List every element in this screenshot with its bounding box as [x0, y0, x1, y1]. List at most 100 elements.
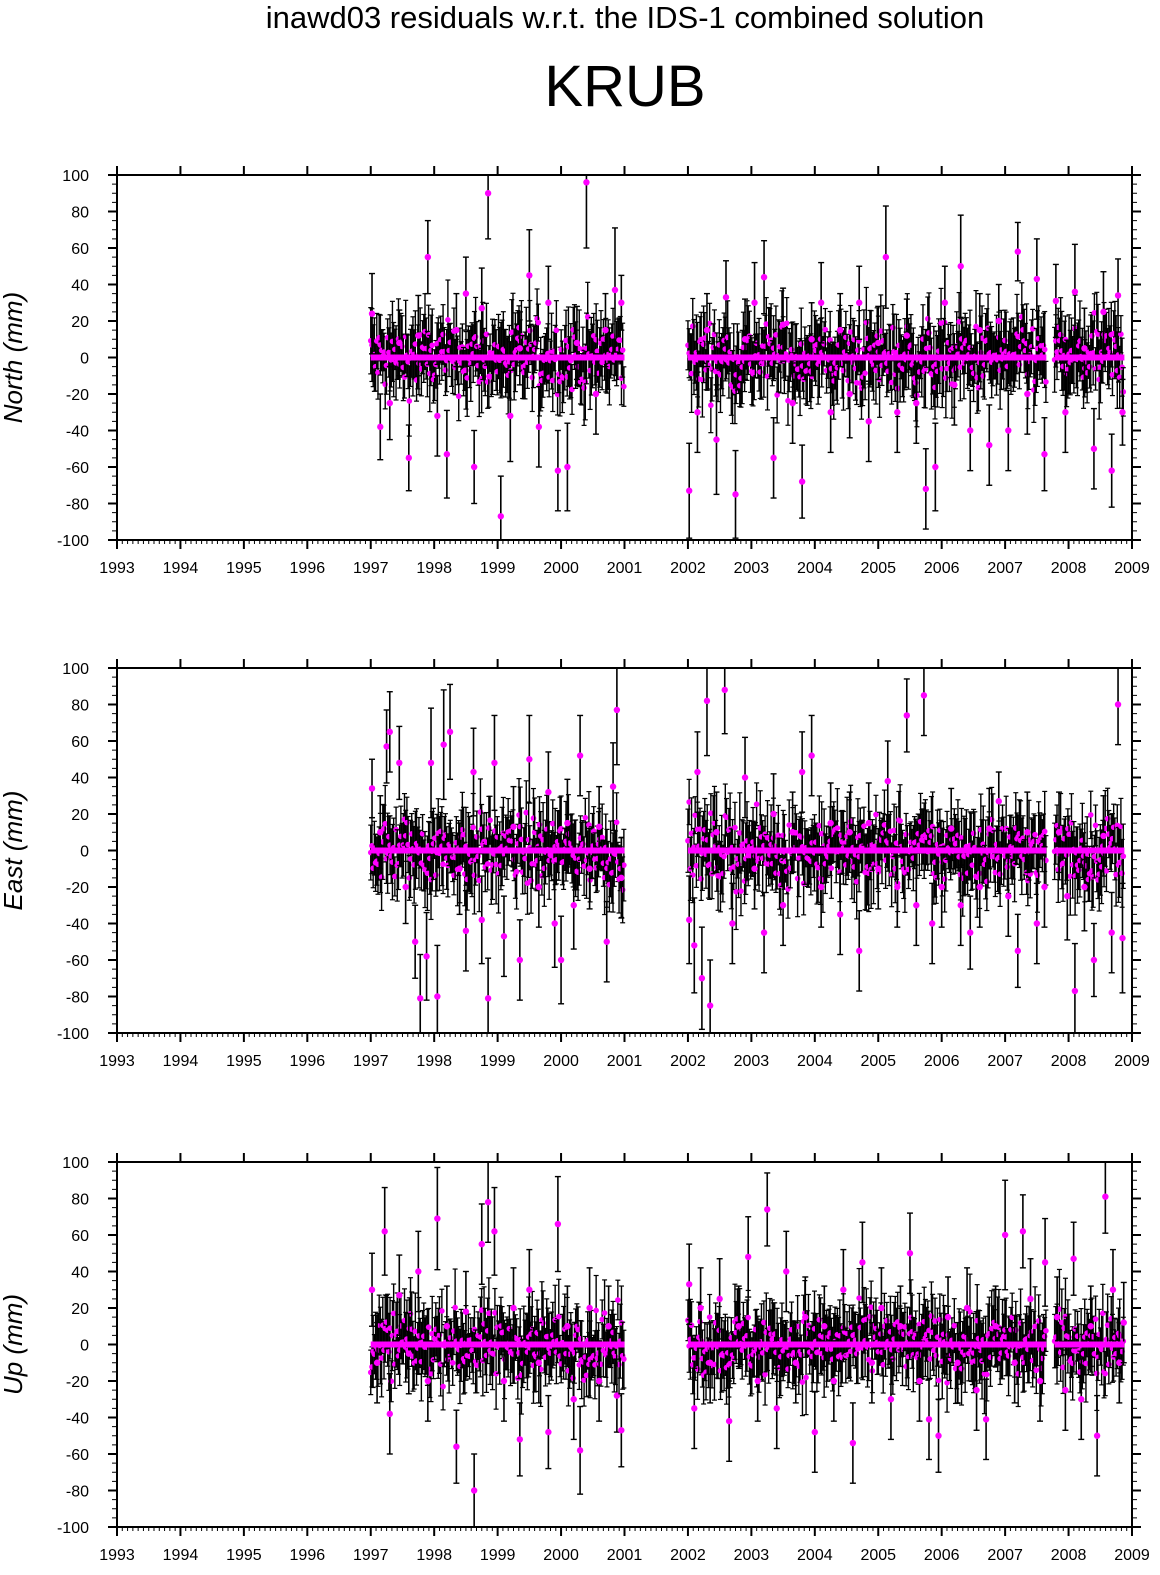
data-point [1114, 292, 1122, 299]
data-point [1118, 331, 1124, 338]
data-point [621, 383, 627, 390]
data-point [698, 875, 704, 882]
data-point [995, 317, 1002, 325]
x-tick-label: 1993 [99, 1053, 135, 1070]
data-point [1054, 349, 1060, 355]
data-point [862, 370, 868, 376]
data-point [841, 840, 848, 846]
x-tick-label: 2004 [797, 560, 833, 577]
data-point [741, 336, 749, 343]
data-point [928, 833, 935, 839]
data-point [549, 820, 556, 827]
data-point [1119, 409, 1126, 416]
data-point [890, 324, 896, 331]
x-tick-label: 1993 [99, 560, 135, 577]
x-tick-label: 1994 [163, 560, 199, 577]
data-point [405, 454, 413, 462]
y-tick-label: -80 [66, 497, 89, 514]
data-point [694, 409, 701, 416]
y-tick-label: 80 [71, 205, 89, 222]
data-point [582, 814, 589, 821]
data-point [905, 866, 912, 873]
x-tick-label: 2002 [670, 1053, 706, 1070]
y-tick-label: 100 [62, 168, 89, 185]
y-tick-label: -20 [66, 387, 89, 404]
data-point [424, 870, 431, 877]
x-tick-label: 1995 [226, 560, 262, 577]
data-point [941, 876, 948, 882]
data-layer [367, 175, 1127, 540]
data-point [527, 327, 533, 334]
data-point [430, 841, 437, 847]
data-point [581, 863, 587, 869]
x-tick-label: 1994 [163, 1053, 199, 1070]
data-point [944, 365, 950, 372]
y-tick-label: 80 [71, 698, 89, 715]
data-point [798, 478, 806, 485]
data-point [788, 346, 795, 353]
data-point [1002, 337, 1008, 344]
data-point [760, 274, 768, 281]
data-point [406, 398, 413, 404]
x-tick-label: 2000 [543, 1053, 579, 1070]
data-point [808, 336, 815, 343]
data-point [459, 826, 466, 833]
data-point [523, 809, 530, 816]
data-point [785, 397, 791, 404]
data-point [798, 341, 805, 347]
data-point [558, 346, 564, 353]
data-point [493, 861, 499, 868]
y-tick-label: 20 [71, 807, 89, 824]
x-tick-label: 2007 [987, 560, 1023, 577]
data-point [967, 427, 974, 434]
x-tick-label: 1999 [480, 1053, 516, 1070]
data-point [392, 873, 398, 880]
y-tick-label: -60 [66, 953, 89, 970]
data-point [470, 463, 478, 471]
data-point [821, 341, 827, 347]
data-point [894, 409, 901, 416]
x-tick-label: 1995 [226, 1053, 262, 1070]
data-point [893, 840, 900, 846]
data-point [757, 369, 764, 375]
data-point [1043, 379, 1049, 385]
data-point [531, 829, 538, 836]
data-point [874, 333, 880, 339]
data-point [877, 328, 884, 334]
data-point [507, 412, 514, 420]
data-point [1086, 363, 1093, 370]
data-point [460, 831, 467, 838]
x-tick-label: 2008 [1051, 1053, 1087, 1070]
data-point [882, 253, 890, 261]
data-point [381, 349, 387, 355]
data-point [382, 381, 389, 388]
data-point [973, 323, 979, 330]
panel-east: 1993 1994 1995 1996 1997 1998 1999 2000 2001 2002… [0, 659, 1150, 1070]
data-point [853, 878, 860, 885]
data-point [382, 820, 389, 827]
x-tick-label: 2004 [797, 1053, 833, 1070]
data-point [1071, 288, 1079, 295]
data-point [429, 342, 436, 349]
data-point [573, 339, 581, 347]
data-point [1024, 390, 1031, 398]
data-point [730, 864, 737, 870]
data-point [583, 179, 590, 186]
data-point [834, 364, 841, 371]
data-point [517, 823, 524, 830]
data-point [986, 441, 993, 449]
x-tick-label: 2000 [543, 560, 579, 577]
data-point [471, 872, 478, 879]
data-point [455, 393, 462, 400]
data-point [733, 888, 739, 895]
data-point [903, 332, 910, 339]
y-tick-label: -100 [57, 533, 89, 550]
data-point [1109, 371, 1116, 378]
y-tick-label: -40 [66, 424, 89, 441]
data-point [1029, 326, 1036, 332]
data-point [396, 339, 403, 347]
data-point [856, 299, 863, 306]
data-point [881, 822, 888, 828]
data-point [536, 821, 543, 828]
